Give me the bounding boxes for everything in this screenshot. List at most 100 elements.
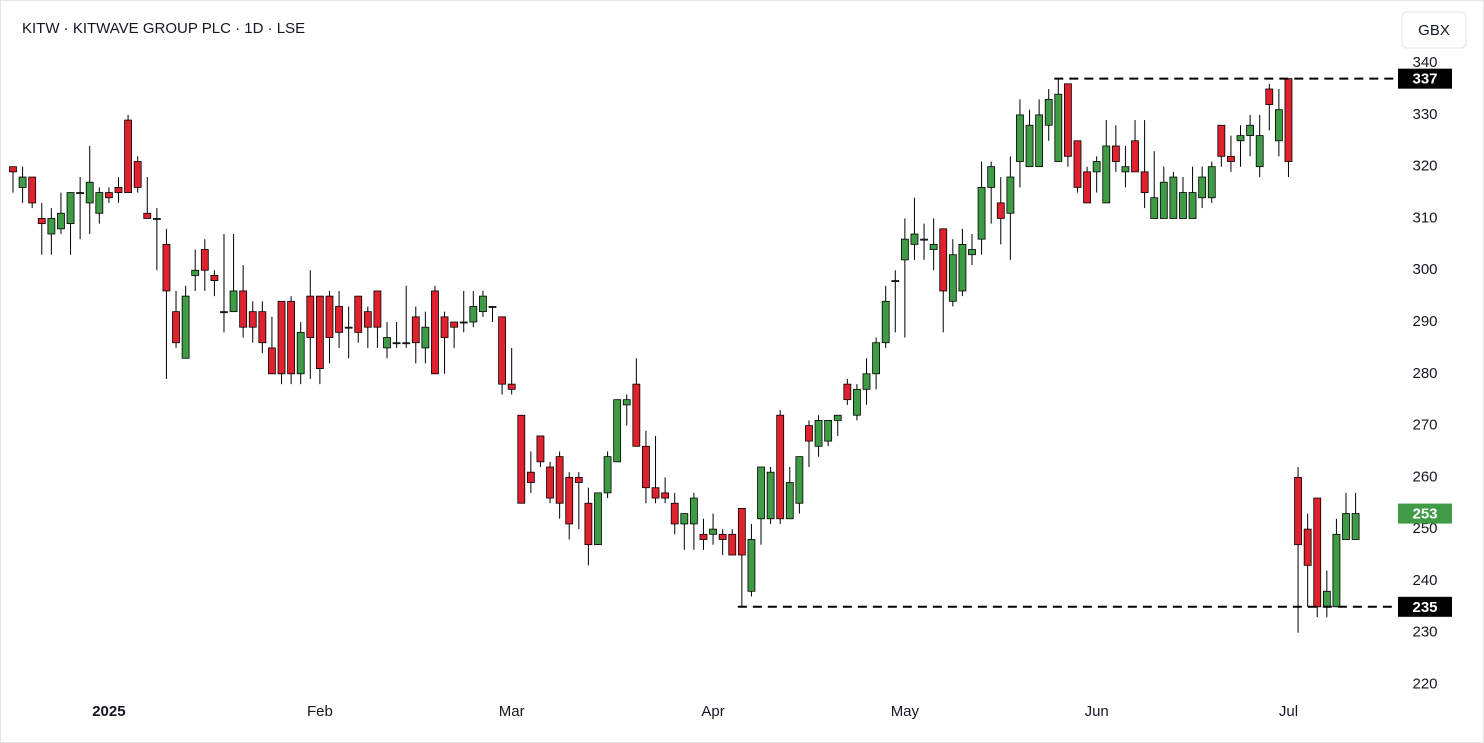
candle-body	[642, 445, 650, 489]
candle-body	[757, 466, 765, 520]
candle-body	[287, 300, 296, 375]
candle-body	[565, 476, 574, 525]
candle-body	[296, 331, 305, 375]
candle-body	[1169, 176, 1178, 219]
candle-body	[363, 311, 372, 328]
candle-body	[680, 513, 689, 525]
candle-body	[1188, 192, 1197, 219]
candle-body	[1092, 161, 1101, 173]
candle-body	[1255, 135, 1264, 168]
candle-body	[862, 373, 871, 390]
candle-body	[1064, 83, 1072, 157]
candle-body	[1121, 166, 1130, 173]
y-tick-label: 240	[1412, 572, 1437, 589]
candle-body	[248, 311, 257, 328]
candle-body	[996, 202, 1005, 219]
candle-body	[1217, 124, 1226, 157]
candle-body	[1207, 166, 1216, 199]
candle-body	[306, 295, 315, 338]
candle-body	[315, 295, 324, 370]
candle-body	[402, 342, 411, 345]
candle-body	[76, 192, 85, 194]
candle-body	[632, 383, 641, 447]
candle-body	[1083, 171, 1091, 204]
candle-body	[805, 425, 813, 442]
candle-body	[929, 243, 938, 250]
candle-body	[1274, 109, 1283, 142]
candle-body	[277, 300, 286, 375]
y-tick-label: 230	[1412, 624, 1437, 641]
last-price-label: 253	[1412, 506, 1437, 523]
candle-body	[958, 243, 967, 292]
candle-body	[603, 456, 612, 494]
candle-body	[383, 337, 391, 349]
candle-body	[479, 295, 487, 313]
candle-body	[1332, 533, 1341, 608]
y-tick-label: 290	[1412, 313, 1437, 330]
candle-body	[143, 212, 152, 219]
level-tag-label: 235	[1412, 599, 1437, 616]
candle-body	[229, 290, 238, 313]
candle-body	[392, 342, 401, 345]
candle-body	[1044, 98, 1053, 126]
candle-body	[450, 321, 459, 328]
candle-body	[85, 181, 94, 204]
candle-body	[105, 192, 113, 199]
candle-body	[344, 326, 353, 329]
candle-body	[95, 192, 104, 214]
candle-body	[258, 311, 267, 344]
candle-body	[1073, 140, 1082, 188]
candle-body	[555, 456, 564, 504]
candle-body	[814, 419, 823, 447]
candle-body	[325, 295, 334, 338]
candle-body	[37, 218, 46, 225]
candle-body	[268, 347, 276, 375]
y-tick-label: 330	[1412, 106, 1437, 123]
candle-body	[517, 414, 526, 504]
x-tick-label: Mar	[499, 703, 525, 720]
candle-body	[785, 482, 794, 520]
candle-body	[152, 218, 161, 220]
candle-body	[728, 533, 737, 556]
currency-label[interactable]: GBX	[1418, 22, 1450, 39]
candle-body	[594, 492, 602, 546]
candle-body	[498, 316, 506, 385]
x-tick-label: Jun	[1085, 703, 1109, 720]
candle-body	[1054, 93, 1063, 162]
candle-body	[488, 306, 497, 308]
candle-body	[1035, 114, 1044, 168]
currency-button[interactable]	[1401, 11, 1467, 49]
candle-body	[574, 476, 583, 483]
candle-body	[776, 414, 785, 520]
candle-body	[699, 533, 708, 540]
candle-body	[373, 290, 382, 328]
y-tick-label: 250	[1412, 520, 1437, 537]
candle-body	[689, 497, 698, 525]
candle-body	[670, 502, 679, 525]
candle-body	[1025, 124, 1034, 168]
candle-body	[872, 342, 880, 375]
candle-body	[843, 383, 852, 401]
candle-body	[1265, 88, 1274, 105]
candle-body	[1342, 513, 1350, 540]
candle-body	[114, 186, 123, 193]
x-tick-label: 2025	[92, 703, 125, 720]
candle-body	[181, 295, 190, 359]
candle-body	[124, 119, 132, 193]
candle-body	[891, 280, 900, 282]
candle-body	[1227, 155, 1235, 162]
candle-body	[18, 176, 27, 188]
last-price-tag	[1398, 503, 1452, 524]
candle-body	[239, 290, 248, 328]
candle-body	[1303, 528, 1312, 566]
candle-body	[1159, 181, 1168, 219]
candle-body	[66, 192, 75, 225]
candle-body	[881, 300, 890, 344]
candle-body	[584, 502, 593, 546]
candle-body	[1150, 197, 1159, 219]
candle-body	[977, 186, 986, 240]
candle-body	[9, 166, 17, 173]
candle-body	[526, 471, 535, 483]
candle-body	[1140, 171, 1149, 193]
